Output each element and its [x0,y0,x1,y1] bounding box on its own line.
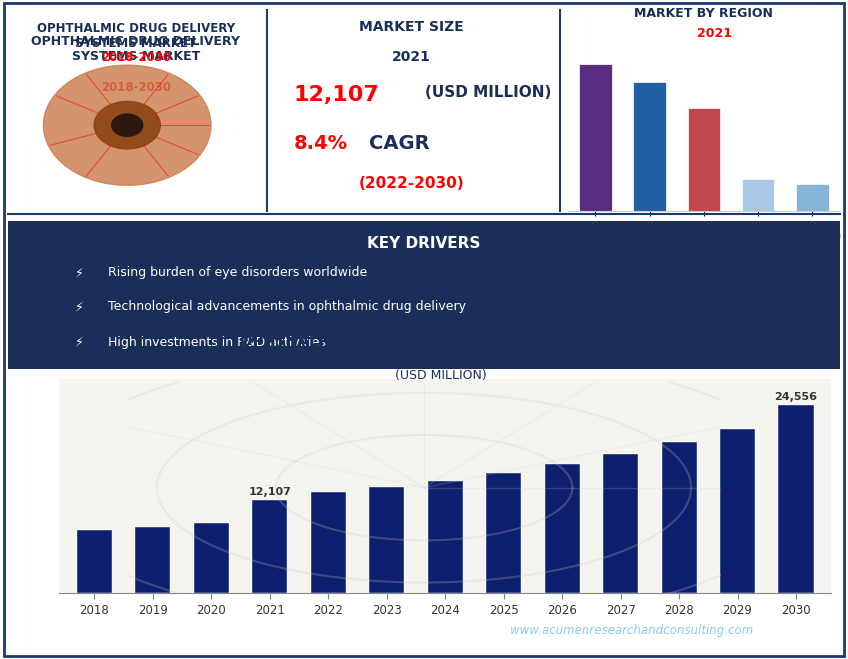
Text: OPHTHALMIC DRUG DELIVERY SYSTEMS MARKET: OPHTHALMIC DRUG DELIVERY SYSTEMS MARKET [240,334,642,349]
Text: (2022-2030): (2022-2030) [359,177,464,192]
Text: 24,556: 24,556 [774,392,817,402]
Text: OPHTHALMIC DRUG DELIVERY
SYSTEMS MARKET: OPHTHALMIC DRUG DELIVERY SYSTEMS MARKET [36,22,235,50]
Polygon shape [43,65,211,185]
Bar [369,487,404,593]
Text: 2018-2030: 2018-2030 [101,51,170,64]
Text: 12,107: 12,107 [248,488,291,498]
Text: High investments in R&D activities: High investments in R&D activities [109,336,326,349]
Text: 2018-2030: 2018-2030 [399,352,483,366]
Bar [778,405,813,593]
Bar [742,179,774,211]
Text: 2021: 2021 [392,50,431,65]
Text: (USD MILLION): (USD MILLION) [395,369,487,382]
Bar [194,523,229,593]
Bar [77,530,112,593]
Text: MARKET SIZE: MARKET SIZE [359,20,464,34]
Text: 2021: 2021 [697,28,732,40]
Bar [661,442,696,593]
Polygon shape [94,101,160,149]
Bar [310,492,346,593]
Text: OPHTHALMIC DRUG DELIVERY
SYSTEMS MARKET: OPHTHALMIC DRUG DELIVERY SYSTEMS MARKET [31,35,240,63]
Text: ⚡: ⚡ [75,301,84,313]
Text: Rising burden of eye disorders worldwide: Rising burden of eye disorders worldwide [109,266,367,279]
Text: 12,107: 12,107 [293,85,380,105]
Text: KEY DRIVERS: KEY DRIVERS [367,235,481,250]
Bar [579,64,611,211]
Bar [427,480,463,593]
Bar [544,464,580,593]
Bar [688,108,720,211]
Bar [253,500,287,593]
Bar [633,82,666,211]
Bar [720,430,755,593]
Text: CAGR: CAGR [370,134,430,154]
Title: MARKET BY REGION: MARKET BY REGION [634,7,773,20]
Bar [796,185,828,211]
FancyBboxPatch shape [0,217,848,372]
Text: (USD MILLION): (USD MILLION) [426,85,552,100]
Text: ⚡: ⚡ [75,266,84,279]
Polygon shape [112,114,142,136]
Bar [136,527,170,593]
Text: 2018-2030: 2018-2030 [101,81,170,94]
Text: ⚡: ⚡ [75,336,84,349]
Text: 8.4%: 8.4% [293,134,348,154]
Text: RESEARCH AND CONSULTING: RESEARCH AND CONSULTING [103,640,214,649]
Text: Technological advancements in ophthalmic drug delivery: Technological advancements in ophthalmic… [109,301,466,313]
Bar [486,473,522,593]
Text: ACUMEN: ACUMEN [121,621,195,637]
Text: www.acumenresearchandconsulting.com: www.acumenresearchandconsulting.com [510,625,753,637]
Bar [603,454,638,593]
